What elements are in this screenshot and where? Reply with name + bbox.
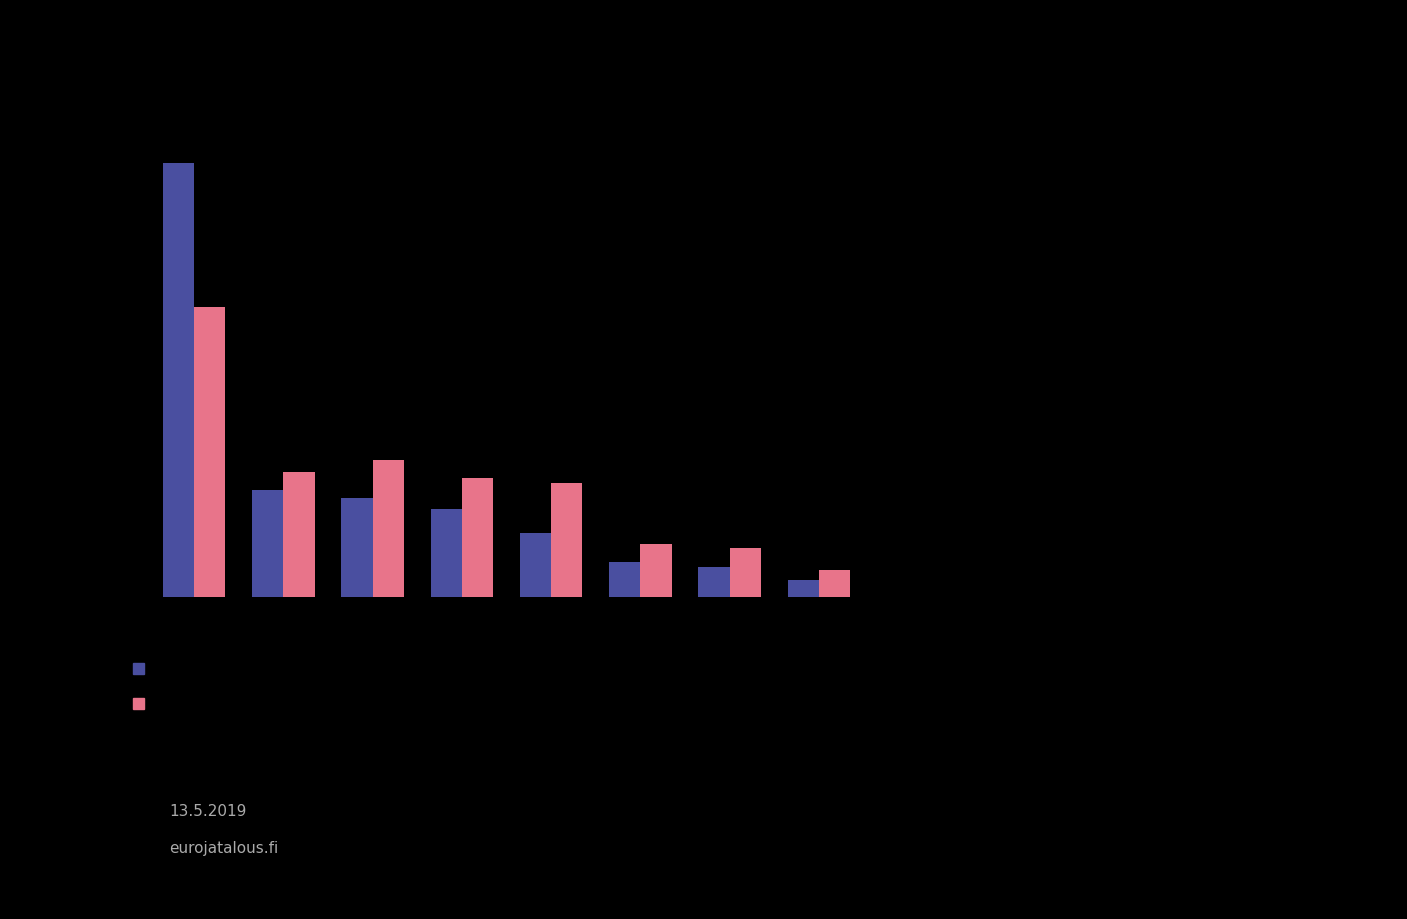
Bar [194,308,225,597]
Bar [819,570,850,597]
Bar [373,460,404,597]
Bar [609,562,640,597]
Bar [283,472,315,597]
Bar [252,491,283,597]
Bar [698,567,730,597]
Bar [521,533,552,597]
Text: eurojatalous.fi: eurojatalous.fi [169,840,279,855]
Bar [163,164,194,597]
Legend: , : , [134,663,148,711]
Bar [640,544,671,597]
Bar [552,483,582,597]
Bar [461,479,492,597]
Bar [730,549,761,597]
Text: 13.5.2019: 13.5.2019 [169,803,246,818]
Bar [431,509,461,597]
Bar [342,498,373,597]
Bar [788,581,819,597]
